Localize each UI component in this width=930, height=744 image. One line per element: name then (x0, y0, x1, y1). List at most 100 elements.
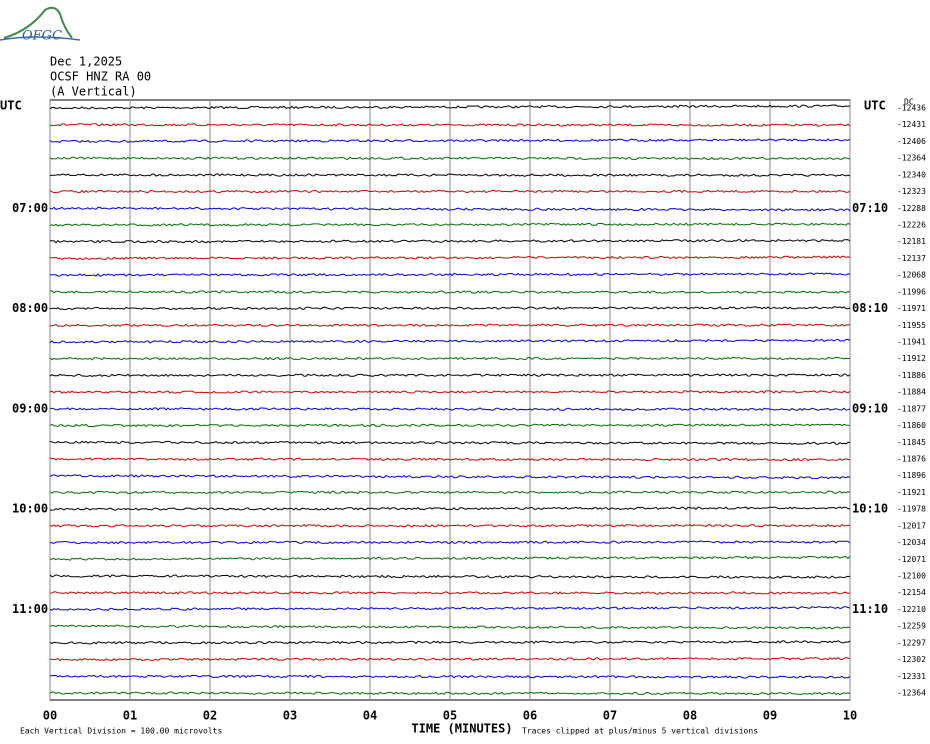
offset-label: -12154 (897, 588, 926, 597)
x-tick-label: 08 (683, 709, 697, 723)
x-tick-label: 07 (603, 709, 617, 723)
trace (49, 356, 850, 361)
left-time-label: UTC (0, 99, 22, 113)
x-tick-label: 09 (763, 709, 777, 723)
offset-label: -12331 (897, 672, 926, 681)
offset-label: -12226 (897, 221, 926, 230)
left-time-label: 09:00 (12, 401, 48, 415)
trace (49, 104, 851, 110)
right-time-label: 09:10 (852, 401, 888, 415)
trace (49, 457, 851, 462)
trace (49, 222, 851, 227)
offset-label: -12137 (897, 254, 926, 263)
offset-label: -11876 (897, 455, 926, 464)
left-time-label: 10:00 (12, 502, 48, 516)
trace (49, 390, 851, 394)
trace (50, 290, 851, 294)
left-time-label: 08:00 (12, 301, 48, 315)
right-time-label: 10:10 (852, 502, 888, 516)
offset-label: -12364 (897, 689, 926, 698)
offset-label: -11912 (897, 354, 926, 363)
trace (49, 338, 851, 344)
trace (49, 123, 851, 127)
x-tick-label: 10 (843, 709, 857, 723)
trace (49, 138, 851, 143)
station: OCSF HNZ RA 00 (50, 70, 151, 84)
left-time-label: 11:00 (12, 602, 48, 616)
offset-label: -11845 (897, 438, 926, 447)
scale-note: Each Vertical Division = 100.00 microvol… (20, 727, 222, 736)
offset-label: -12340 (897, 170, 926, 179)
x-tick-label: 04 (363, 709, 377, 723)
offset-label: -11941 (897, 338, 926, 347)
offset-label: -12364 (897, 154, 926, 163)
trace (49, 189, 851, 194)
right-time-label: 11:10 (852, 602, 888, 616)
trace (49, 407, 851, 411)
offset-label: -11860 (897, 421, 926, 430)
offset-label: -11886 (897, 371, 926, 380)
x-tick-label: 02 (203, 709, 217, 723)
trace (49, 239, 851, 244)
trace (49, 323, 851, 327)
trace (49, 523, 851, 528)
dc-label: DC (904, 98, 914, 107)
trace (49, 555, 851, 561)
offset-label: -11996 (897, 287, 926, 296)
trace (49, 591, 851, 595)
offset-label: -12323 (897, 187, 926, 196)
trace (49, 173, 851, 177)
offset-label: -12034 (897, 538, 926, 547)
offset-label: -12259 (897, 622, 926, 631)
offset-label: -11978 (897, 505, 926, 514)
trace (49, 640, 851, 645)
left-time-label: 07:00 (12, 201, 48, 215)
x-axis-title: TIME (MINUTES) (411, 722, 512, 736)
trace (49, 540, 851, 545)
trace (49, 674, 851, 679)
logo-swoosh (0, 36, 81, 41)
offset-label: -12210 (897, 605, 926, 614)
logo: OFGC (0, 6, 81, 44)
right-time-label: 07:10 (852, 201, 888, 215)
offset-label: -12068 (897, 271, 926, 280)
offset-label: -12071 (897, 555, 926, 564)
trace (49, 624, 851, 630)
trace (49, 156, 851, 161)
offset-label: -11877 (897, 404, 926, 413)
x-tick-label: 06 (523, 709, 537, 723)
offset-label: -12302 (897, 655, 926, 664)
x-tick-label: 03 (283, 709, 297, 723)
trace (49, 656, 851, 662)
x-tick-label: 00 (43, 709, 57, 723)
offset-label: -12017 (897, 521, 926, 530)
offset-label: -12100 (897, 572, 926, 581)
trace (49, 490, 851, 495)
offset-label: -12431 (897, 120, 926, 129)
offset-label: -12436 (897, 104, 926, 113)
trace (49, 423, 851, 428)
x-tick-label: 01 (123, 709, 137, 723)
trace (49, 206, 851, 212)
clip-note: Traces clipped at plus/minus 5 vertical … (522, 727, 758, 736)
trace (49, 606, 851, 612)
offset-label: -11896 (897, 471, 926, 480)
trace (49, 691, 851, 696)
logo-mark (3, 6, 73, 39)
date: Dec 1,2025 (50, 55, 122, 69)
x-tick-label: 05 (443, 709, 457, 723)
trace (49, 272, 851, 277)
offset-label: -11955 (897, 321, 926, 330)
offset-label: -12406 (897, 137, 926, 146)
component: (A Vertical) (50, 85, 137, 99)
offset-label: -12288 (897, 204, 926, 213)
offset-label: -11884 (897, 388, 926, 397)
trace (49, 440, 851, 445)
trace (50, 255, 851, 261)
trace (49, 474, 851, 480)
trace (49, 506, 851, 511)
right-time-label: 08:10 (852, 301, 888, 315)
offset-label: -11921 (897, 488, 926, 497)
